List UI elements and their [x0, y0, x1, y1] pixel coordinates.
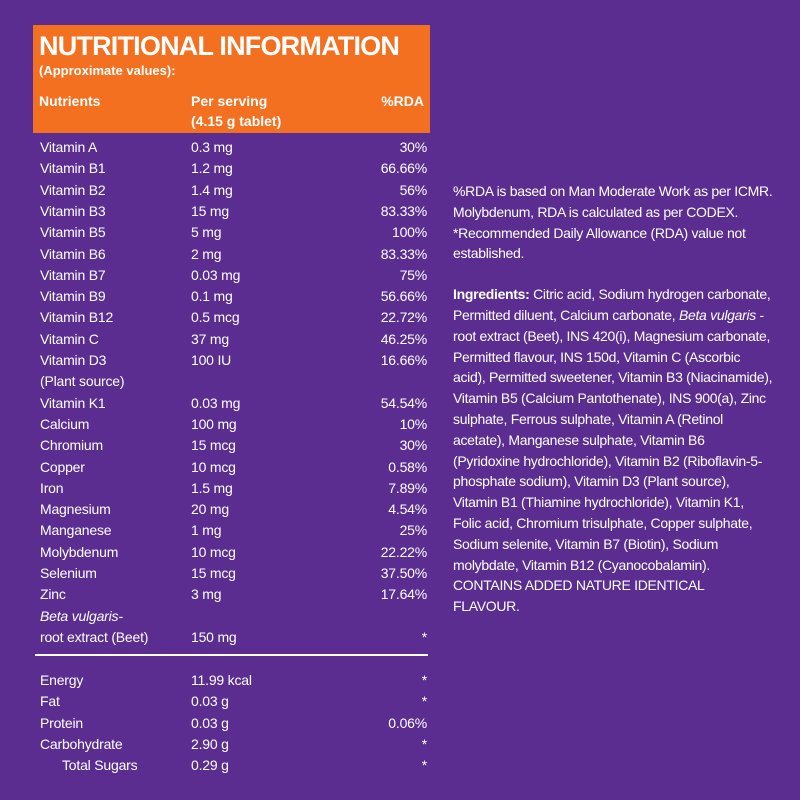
- nutrient-name: Vitamin B7: [40, 266, 106, 283]
- amount: 1 mg: [191, 522, 222, 539]
- nutrient-name: Vitamin A: [40, 139, 98, 155]
- nutrient-name: Magnesium: [40, 501, 111, 518]
- amount: 100 IU: [191, 352, 232, 368]
- serving-size: (4.15 g tablet): [191, 113, 282, 129]
- ingredients-text: Citric acid, Sodium hydrogen carbonate, …: [453, 286, 771, 323]
- amount: 10 mcg: [191, 458, 236, 475]
- header-box: NUTRITIONAL INFORMATION (Approximate val…: [33, 25, 430, 133]
- nutrient-name: Fat: [40, 693, 60, 710]
- nutrient-name: Vitamin B5: [40, 224, 106, 241]
- notes: %RDA is based on Man Moderate Work as pe…: [453, 181, 773, 637]
- rda: *: [421, 672, 427, 688]
- nutrient-name: Protein: [40, 714, 83, 731]
- nutrient-name: Manganese: [40, 522, 112, 539]
- amount: 0.03 g: [191, 714, 229, 731]
- rda: 0.58%: [388, 458, 427, 475]
- amount: 5 mg: [191, 224, 222, 241]
- nutrient-name: Vitamin C: [40, 330, 99, 347]
- ingredients-label: Ingredients:: [453, 286, 530, 303]
- rda: 22.72%: [380, 309, 427, 326]
- rda: 66.66%: [380, 160, 427, 177]
- rda: 46.25%: [380, 330, 427, 347]
- amount: 0.29 g: [191, 757, 229, 774]
- amount: 100 mg: [191, 415, 237, 432]
- nutrient-name: Vitamin B6: [40, 245, 106, 262]
- nutrient-name: Molybdenum: [40, 543, 119, 560]
- nutrient-name: Vitamin B2: [40, 181, 106, 198]
- divider: [35, 654, 428, 656]
- rda: 75%: [399, 266, 428, 283]
- rda: 54.54%: [380, 394, 427, 411]
- nutrient-name: Iron: [40, 479, 64, 496]
- nutrient-name: Selenium: [40, 565, 97, 581]
- rda: 7.89%: [388, 479, 427, 496]
- rda: 100%: [391, 224, 427, 241]
- amount: 11.99 kcal: [191, 672, 252, 688]
- amount: 0.5 mcg: [191, 309, 240, 326]
- amount: 37 mg: [191, 330, 229, 347]
- amount: 15 mg: [191, 202, 229, 219]
- rda: 83.33%: [380, 202, 427, 219]
- column-header: Nutrients: [39, 93, 101, 109]
- nutrient-name: Zinc: [40, 586, 66, 603]
- ingredients: Ingredients: Citric acid, Sodium hydroge…: [453, 284, 773, 617]
- rda: 56%: [399, 181, 428, 198]
- column-header: Per serving: [191, 93, 268, 109]
- amount: 15 mcg: [191, 565, 236, 581]
- rda: 56.66%: [380, 288, 427, 305]
- nutrient-name: Vitamin B9: [40, 288, 106, 305]
- rda-note: %RDA is based on Man Moderate Work as pe…: [453, 183, 773, 262]
- nutrient-name: Energy: [40, 672, 84, 688]
- amount: 0.03 mg: [191, 266, 241, 283]
- amount: 2 mg: [191, 245, 222, 262]
- rda: 0.06%: [388, 714, 427, 731]
- amount: 0.03 mg: [191, 394, 241, 411]
- amount: 150 mg: [191, 628, 237, 645]
- rda: *: [421, 735, 427, 752]
- rda: 22.22%: [380, 543, 427, 560]
- rda: *: [421, 628, 427, 645]
- nutrient-name: Vitamin B3: [40, 202, 106, 219]
- rda: 16.66%: [380, 352, 427, 368]
- column-header: %RDA: [381, 93, 424, 109]
- nutrient-name: Calcium: [40, 415, 90, 432]
- subtitle: (Approximate values):: [39, 63, 176, 78]
- nutrient-name: Vitamin B1: [40, 160, 106, 177]
- amount: 2.90 g: [191, 735, 229, 752]
- rda: *: [421, 693, 427, 710]
- nutrient-name: Total Sugars: [62, 757, 138, 774]
- ingredients-text: - root extract (Beet), INS 420(i), Magne…: [453, 306, 773, 615]
- rda: 17.64%: [380, 586, 427, 603]
- amount: 1.2 mg: [191, 160, 233, 177]
- amount: 3 mg: [191, 586, 222, 603]
- title: NUTRITIONAL INFORMATION: [39, 31, 400, 61]
- amount: 0.1 mg: [191, 288, 233, 305]
- rda: 83.33%: [380, 245, 427, 262]
- nutrient-name: Carbohydrate: [40, 735, 123, 752]
- rda: 4.54%: [388, 501, 427, 518]
- amount: 15 mcg: [191, 437, 236, 454]
- rda: *: [421, 757, 427, 774]
- ingredients-italic: Beta vulgaris: [678, 306, 756, 323]
- nutrient-name: Vitamin B12: [40, 309, 114, 326]
- rda: 37.50%: [380, 565, 427, 581]
- amount: 0.3 mg: [191, 139, 233, 155]
- rda: 30%: [399, 139, 428, 155]
- nutrient-name: Chromium: [40, 437, 103, 454]
- rda: 30%: [399, 437, 428, 454]
- amount: 1.5 mg: [191, 479, 233, 496]
- amount: 20 mg: [191, 501, 229, 518]
- nutrient-note: (Plant source): [40, 373, 125, 390]
- nutrient-name: Vitamin D3: [40, 352, 107, 368]
- nutrient-name: Copper: [40, 458, 85, 475]
- nutrient-name: Beta vulgaris-: [40, 607, 123, 624]
- amount: 0.03 g: [191, 693, 229, 710]
- rda: 10%: [399, 415, 428, 432]
- rda: 25%: [399, 522, 428, 539]
- amount: 10 mcg: [191, 543, 236, 560]
- amount: 1.4 mg: [191, 181, 233, 198]
- nutrient-name: root extract (Beet): [40, 628, 149, 645]
- nutrient-name: Vitamin K1: [40, 394, 106, 411]
